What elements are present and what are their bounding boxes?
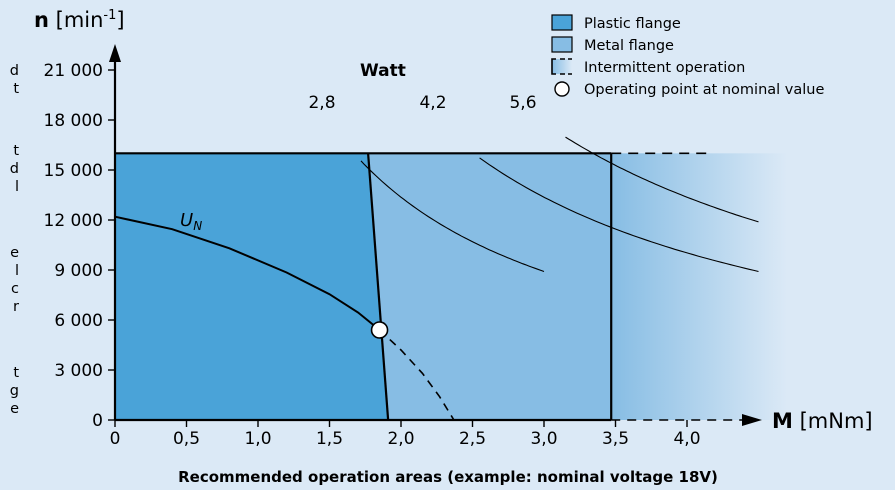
y-axis-title: n [min-1] xyxy=(34,8,125,32)
side-text-fragment: e xyxy=(10,401,19,417)
chart-caption: Recommended operation areas (example: no… xyxy=(178,468,718,486)
legend-label-intermittent: Intermittent operation xyxy=(584,60,745,76)
x-tick-label: 3,5 xyxy=(602,429,629,449)
y-tick-label: 21 000 xyxy=(44,61,103,81)
legend-swatch-plastic xyxy=(551,14,573,31)
side-text-fragment: c xyxy=(11,281,19,297)
y-tick-label: 18 000 xyxy=(44,111,103,131)
nominal-voltage-curve xyxy=(114,215,381,331)
side-text-fragment: g xyxy=(10,383,19,399)
y-tick-label: 0 xyxy=(92,411,103,431)
side-text-fragment: e xyxy=(10,245,19,261)
plastic-flange-area xyxy=(115,153,389,421)
nominal-voltage-curve-extension xyxy=(379,329,455,421)
nominal-voltage-label: UN xyxy=(180,210,202,233)
side-text-fragment: t xyxy=(13,81,19,97)
intermittent-area xyxy=(611,153,788,421)
y-tick-label: 9 000 xyxy=(54,261,103,281)
legend-swatch-intermittent-fill xyxy=(552,59,572,74)
y-tick-label: 15 000 xyxy=(44,161,103,181)
x-tick-label: 4,0 xyxy=(673,429,700,449)
power-curve-2 xyxy=(479,157,759,273)
x-tick-label: 2,5 xyxy=(459,429,486,449)
side-text-fragment: d xyxy=(10,161,19,177)
legend-label-plastic: Plastic flange xyxy=(584,16,681,32)
power-curve-label: 2,8 xyxy=(308,93,335,113)
legend-swatch-intermittent xyxy=(551,58,572,75)
legend-swatch-intermittent-bracket xyxy=(551,58,556,75)
power-curve-3 xyxy=(565,136,759,223)
x-tick-label: 3,0 xyxy=(530,429,557,449)
x-tick-label: 2,0 xyxy=(387,429,414,449)
x-tick-label: 0 xyxy=(110,429,121,449)
side-text-fragment: l xyxy=(15,179,19,195)
watt-label: Watt xyxy=(360,61,406,81)
x-axis-arrow xyxy=(742,414,762,426)
legend-label-point: Operating point at nominal value xyxy=(584,82,824,98)
side-text-fragment: t xyxy=(13,143,19,159)
x-tick-label: 1,5 xyxy=(316,429,343,449)
side-text-fragment: t xyxy=(13,365,19,381)
side-text-fragment: l xyxy=(15,263,19,279)
y-axis-arrow xyxy=(109,44,121,62)
x-tick-label: 0,5 xyxy=(173,429,200,449)
power-curve-label: 5,6 xyxy=(509,93,536,113)
power-curve-1 xyxy=(360,160,545,273)
legend-swatch-point xyxy=(554,81,570,97)
operating-point xyxy=(370,321,389,339)
side-text-fragment: d xyxy=(10,63,19,79)
legend-label-metal: Metal flange xyxy=(584,38,674,54)
y-tick-label: 3 000 xyxy=(54,361,103,381)
power-curve-label: 4,2 xyxy=(419,93,446,113)
y-tick-label: 6 000 xyxy=(54,311,103,331)
plastic-flange-limit xyxy=(367,153,390,421)
y-tick-label: 12 000 xyxy=(44,211,103,231)
x-axis-title: M [mNm] xyxy=(772,409,873,433)
x-tick-label: 1,0 xyxy=(244,429,271,449)
side-text-fragment: r xyxy=(13,299,19,315)
legend-swatch-metal xyxy=(551,36,573,53)
